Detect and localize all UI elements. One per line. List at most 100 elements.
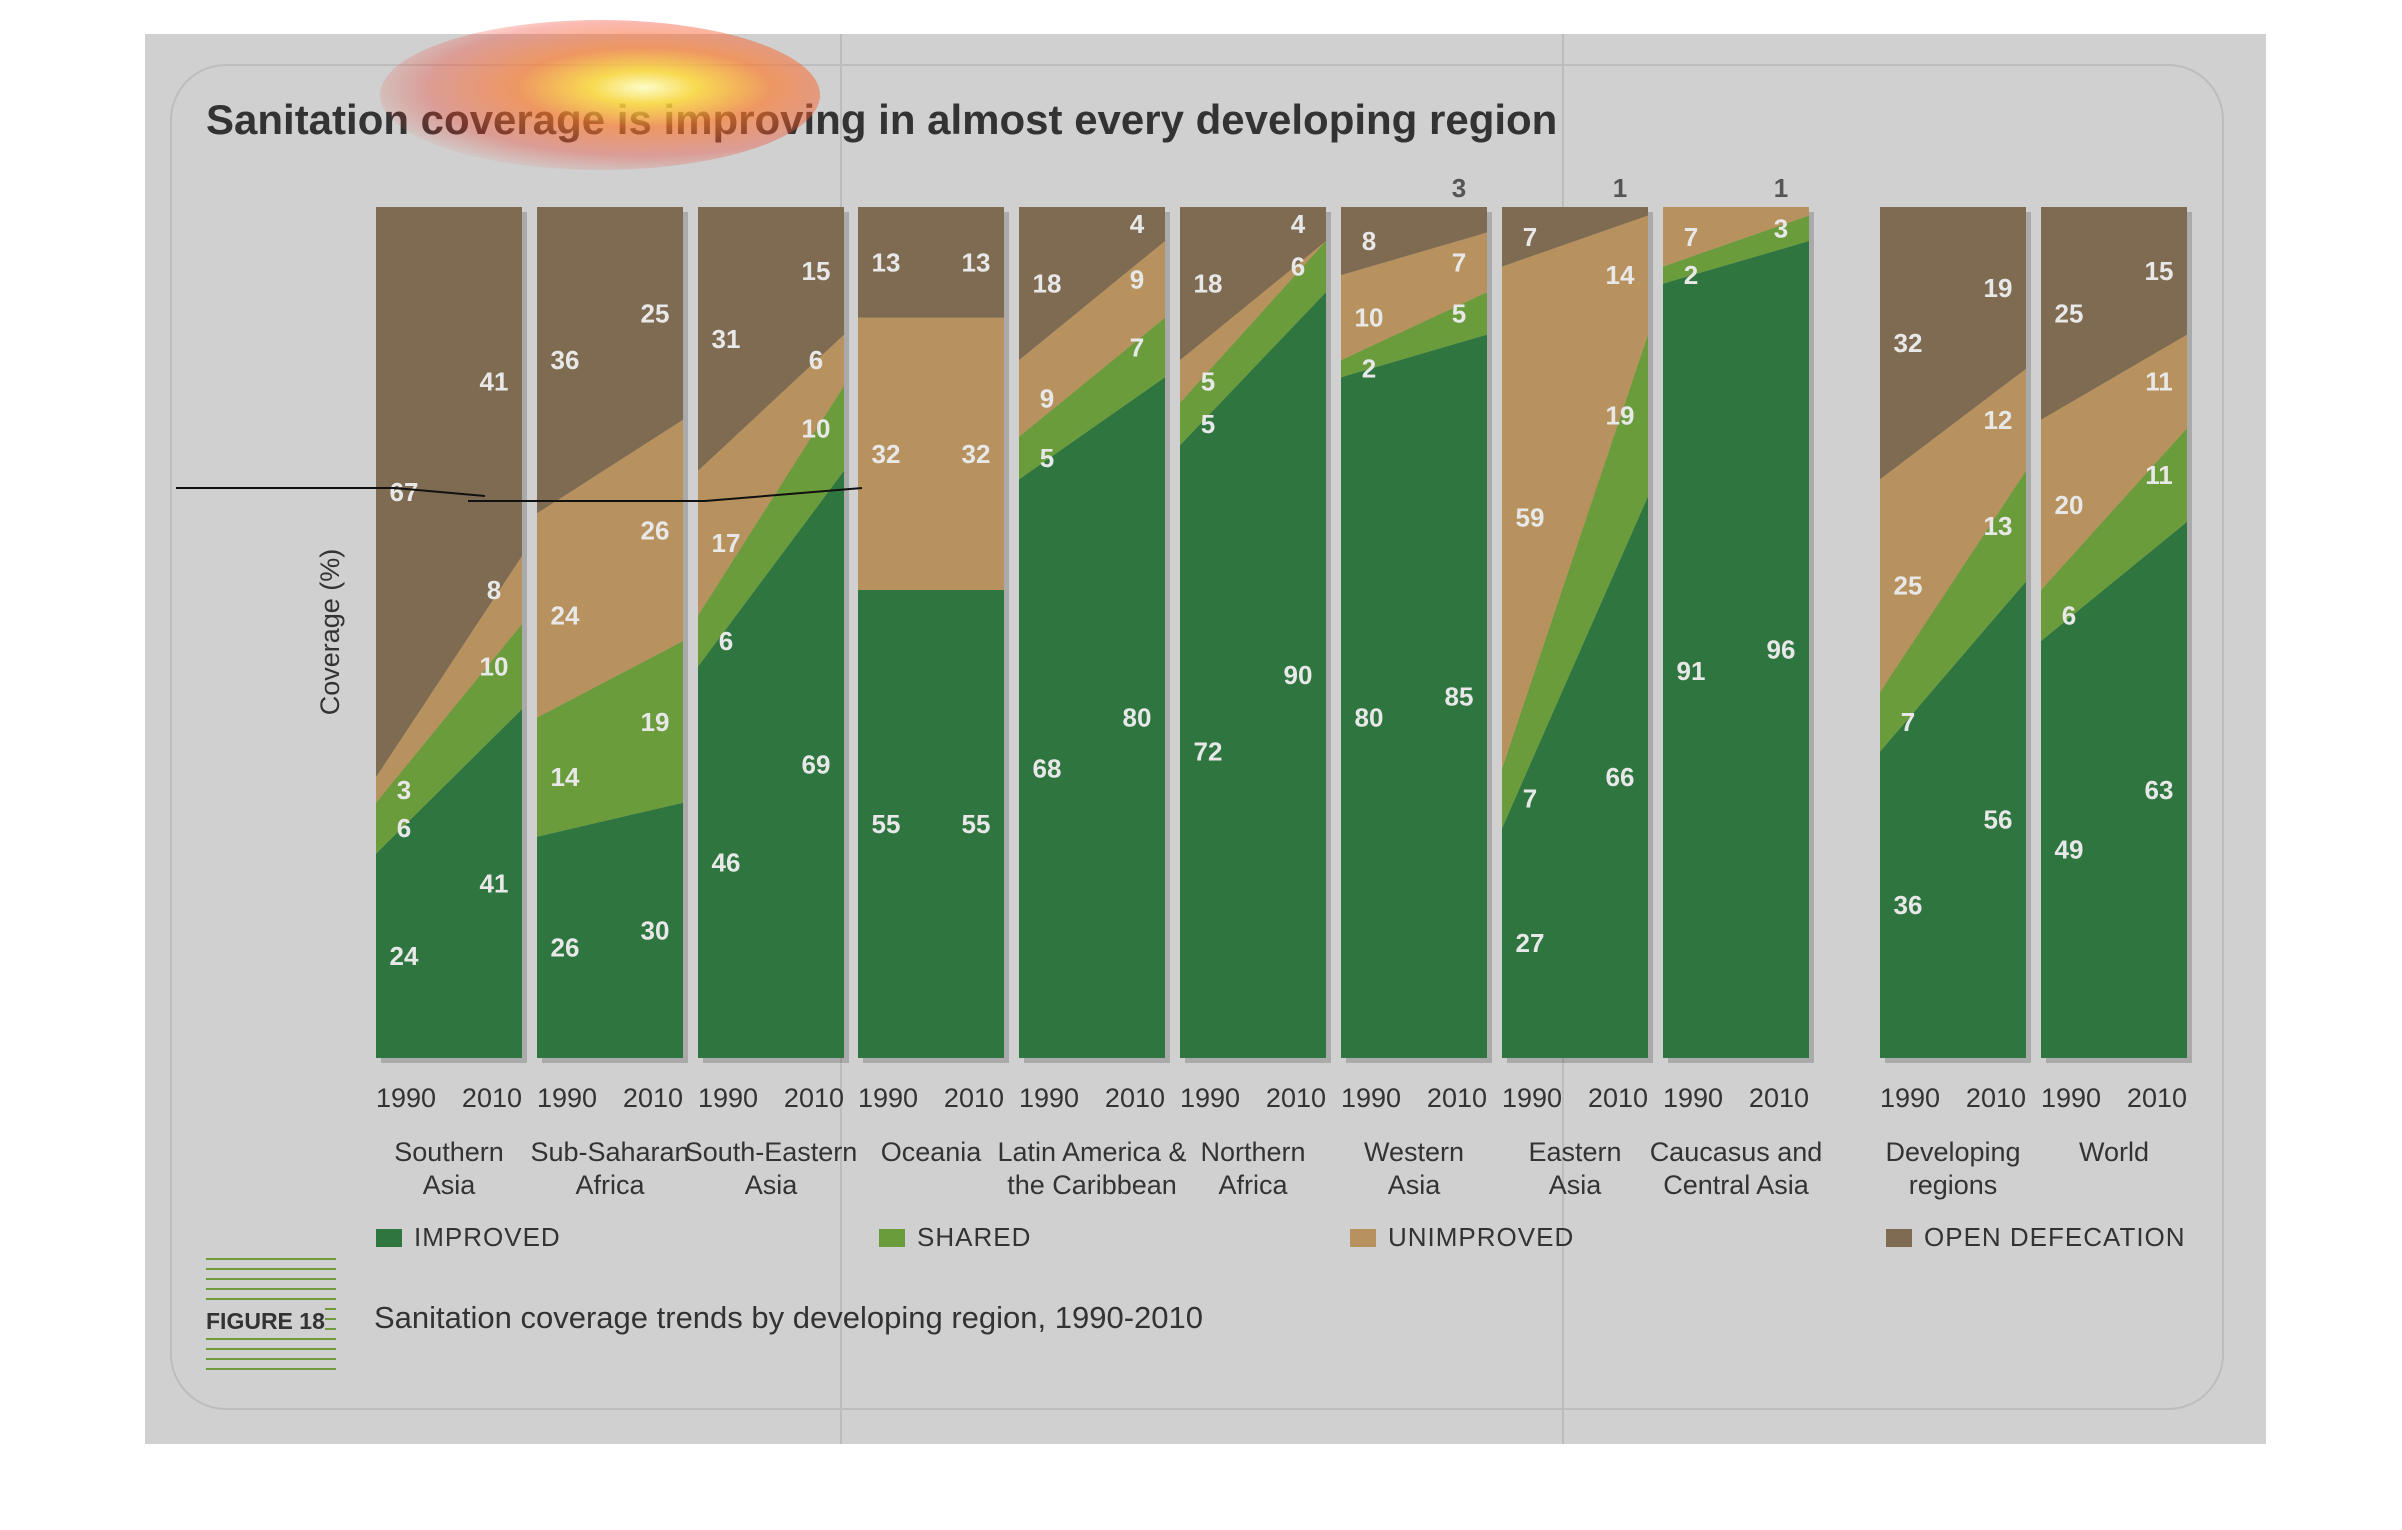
data-label: 25 <box>641 298 670 328</box>
area-shared <box>1341 292 1487 378</box>
x-tick-label: 2010 <box>1427 1083 1487 1113</box>
legend-item-open-defecation: OPEN DEFECATION <box>1886 1222 2186 1253</box>
legend-label: SHARED <box>917 1222 1032 1252</box>
legend-item-unimproved: UNIMPROVED <box>1350 1222 1574 1253</box>
figure-caption: Sanitation coverage trends by developing… <box>374 1300 1203 1335</box>
data-label: 46 <box>712 847 741 877</box>
area-open-defecation <box>1341 207 1487 276</box>
data-label: 5 <box>1452 298 1466 328</box>
data-label: 9 <box>1040 383 1054 413</box>
area-improved <box>1663 241 1809 1059</box>
data-label: 14 <box>551 762 580 792</box>
data-label: 1 <box>1774 173 1788 203</box>
area-unimproved <box>858 317 1004 590</box>
data-label: 55 <box>872 809 901 839</box>
area-unimproved <box>1180 241 1326 403</box>
data-label: 3 <box>397 775 411 805</box>
region-label: Asia <box>1549 1170 1603 1200</box>
data-label: 6 <box>809 345 823 375</box>
data-label: 24 <box>551 600 580 630</box>
x-tick-label: 1990 <box>1180 1083 1240 1113</box>
data-label: 15 <box>802 256 831 286</box>
data-label: 5 <box>1040 443 1054 473</box>
legend-label: IMPROVED <box>414 1222 561 1252</box>
data-label: 10 <box>1355 303 1384 333</box>
data-label: 13 <box>1984 511 2013 541</box>
data-label: 69 <box>802 749 831 779</box>
x-tick-label: 2010 <box>1266 1083 1326 1113</box>
x-tick-label: 2010 <box>784 1083 844 1113</box>
x-tick-label: 1990 <box>1880 1083 1940 1113</box>
data-label: 6 <box>1291 252 1305 282</box>
data-label: 7 <box>1901 707 1915 737</box>
area-open-defecation <box>1180 207 1326 361</box>
data-label: 31 <box>712 324 741 354</box>
region-label: the Caribbean <box>1007 1170 1177 1200</box>
data-label: 85 <box>1445 681 1474 711</box>
data-label: 11 <box>2145 460 2173 490</box>
area-improved <box>1341 334 1487 1058</box>
figure-label: FIGURE 18 <box>206 1306 325 1337</box>
data-label: 25 <box>2055 298 2084 328</box>
data-label: 7 <box>1684 222 1698 252</box>
data-label: 5 <box>1201 409 1215 439</box>
data-label: 32 <box>1894 328 1923 358</box>
data-label: 96 <box>1767 635 1796 665</box>
data-label: 4 <box>1130 209 1145 239</box>
region-label: Asia <box>745 1170 799 1200</box>
x-tick-label: 2010 <box>1966 1083 2026 1113</box>
x-tick-label: 1990 <box>2041 1083 2101 1113</box>
area-shared <box>2041 428 2187 642</box>
x-tick-label: 1990 <box>1341 1083 1401 1113</box>
area-open-defecation <box>698 207 844 471</box>
data-label: 15 <box>2145 256 2174 286</box>
annotation-stroke <box>176 487 486 497</box>
area-improved <box>1502 496 1648 1059</box>
area-open-defecation <box>1019 207 1165 361</box>
data-label: 91 <box>1677 656 1706 686</box>
data-label: 19 <box>1606 400 1635 430</box>
figure-frame <box>170 64 2224 1410</box>
data-label: 14 <box>1606 260 1635 290</box>
data-label: 3 <box>1774 213 1788 243</box>
data-label: 80 <box>1355 703 1384 733</box>
area-improved <box>1180 292 1326 1059</box>
data-label: 2 <box>1362 354 1376 384</box>
data-label: 36 <box>551 345 580 375</box>
area-unimproved <box>1880 368 2026 693</box>
data-label: 66 <box>1606 762 1635 792</box>
region-label: regions <box>1909 1170 1998 1200</box>
data-label: 63 <box>2145 775 2174 805</box>
x-tick-label: 2010 <box>944 1083 1004 1113</box>
legend-item-shared: SHARED <box>879 1222 1031 1253</box>
data-label: 1 <box>1613 173 1627 203</box>
x-tick-label: 1990 <box>376 1083 436 1113</box>
area-shared <box>1663 215 1809 284</box>
data-label: 56 <box>1984 805 2013 835</box>
legend-swatch-unimproved <box>1350 1228 1376 1247</box>
area-shared <box>537 641 683 837</box>
region-label: South-Eastern <box>685 1137 858 1167</box>
region-label: Northern <box>1200 1137 1305 1167</box>
data-label: 3 <box>1452 173 1466 203</box>
legend-swatch-shared <box>879 1228 905 1247</box>
area-unimproved <box>698 334 844 616</box>
data-label: 10 <box>802 413 831 443</box>
data-label: 19 <box>641 707 670 737</box>
data-label: 19 <box>1984 273 2013 303</box>
data-label: 8 <box>487 575 501 605</box>
x-tick-label: 1990 <box>1663 1083 1723 1113</box>
data-label: 90 <box>1284 660 1313 690</box>
area-improved <box>2041 521 2187 1058</box>
data-label: 32 <box>962 439 991 469</box>
data-label: 36 <box>1894 890 1923 920</box>
region-label: Africa <box>575 1170 645 1200</box>
legend-label: OPEN DEFECATION <box>1924 1222 2186 1252</box>
data-label: 7 <box>1523 222 1537 252</box>
data-label: 59 <box>1516 503 1545 533</box>
region-label: Southern <box>394 1137 504 1167</box>
data-label: 80 <box>1123 703 1152 733</box>
area-shared <box>1019 317 1165 480</box>
data-label: 26 <box>641 515 670 545</box>
data-label: 41 <box>480 366 509 396</box>
